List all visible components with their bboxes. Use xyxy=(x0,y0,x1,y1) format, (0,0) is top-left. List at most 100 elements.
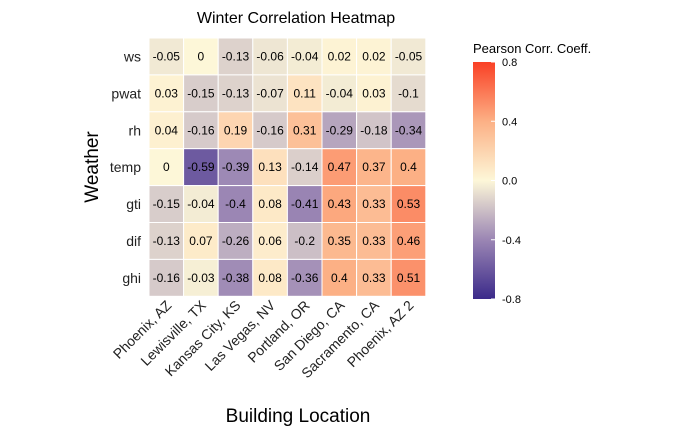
cell-value-label: -0.59 xyxy=(187,160,215,174)
cell-value-label: 0.08 xyxy=(258,197,282,211)
cell-value-label: -0.15 xyxy=(153,197,181,211)
cell-value-label: -0.05 xyxy=(153,49,181,63)
heatmap-cell xyxy=(183,37,219,76)
cell-value-label: -0.16 xyxy=(153,271,181,285)
cell-value-label: -0.04 xyxy=(326,86,354,100)
cell-value-label: 0.02 xyxy=(362,49,386,63)
cell-value-label: -0.18 xyxy=(360,123,388,137)
cell-value-label: 0 xyxy=(163,160,170,174)
heatmap-cell xyxy=(390,37,427,76)
heatmap-cell xyxy=(183,222,219,260)
heatmap-cell xyxy=(286,258,323,297)
heatmap-cell xyxy=(148,258,185,297)
heatmap-cell xyxy=(286,148,323,187)
cell-value-label: 0.08 xyxy=(258,271,282,285)
cell-value-label: 0.19 xyxy=(224,123,248,137)
heatmap-cell xyxy=(252,185,288,224)
cell-value-label: 0.04 xyxy=(155,123,179,137)
heatmap-cell xyxy=(356,222,392,260)
chart-title: Winter Correlation Heatmap xyxy=(197,10,395,27)
cell-value-label: 0.33 xyxy=(362,234,386,248)
cell-value-label: 0.51 xyxy=(397,271,421,285)
cell-value-label: 0 xyxy=(198,49,205,63)
y-tick-label: gti xyxy=(126,196,141,212)
cell-value-label: -0.1 xyxy=(398,86,419,100)
cell-value-label: -0.04 xyxy=(187,197,215,211)
heatmap-cell xyxy=(148,111,185,150)
cell-value-label: 0.07 xyxy=(189,234,213,248)
cell-value-label: 0.03 xyxy=(155,86,179,100)
legend-tick-label: -0.4 xyxy=(502,235,521,247)
heatmap-cell xyxy=(183,111,219,150)
cell-value-label: -0.14 xyxy=(291,160,319,174)
y-tick-label: pwat xyxy=(111,85,141,101)
cell-value-label: -0.34 xyxy=(395,123,423,137)
y-tick-label: temp xyxy=(110,159,141,175)
heatmap-cell xyxy=(390,111,427,150)
heatmap-cell xyxy=(217,148,254,187)
y-axis-title: Weather xyxy=(82,131,103,203)
legend-tick-label: 0.4 xyxy=(502,116,517,128)
cell-value-label: -0.13 xyxy=(222,49,250,63)
cell-value-label: -0.03 xyxy=(187,271,215,285)
cell-value-label: 0.43 xyxy=(328,197,352,211)
heatmap-cell xyxy=(252,111,288,150)
heatmap-cell xyxy=(183,74,219,113)
heatmap-cell xyxy=(321,37,358,76)
heatmap-cell xyxy=(217,111,254,150)
heatmap-cell-labels: -0.05 0 -0.13 -0.06 -0.04 0.02 0.02 -0.05 0.03 -0… xyxy=(153,49,423,284)
cell-value-label: 0.4 xyxy=(400,160,417,174)
cell-value-label: -0.2 xyxy=(294,234,315,248)
cell-value-label: 0.33 xyxy=(362,271,386,285)
cell-value-label: -0.39 xyxy=(222,160,250,174)
y-tick-label: rh xyxy=(129,122,141,138)
cell-value-label: -0.04 xyxy=(291,49,319,63)
cell-value-label: -0.16 xyxy=(256,123,284,137)
heatmap-cell xyxy=(321,222,358,260)
cell-value-label: -0.16 xyxy=(187,123,215,137)
cell-value-label: 0.33 xyxy=(362,197,386,211)
legend-title: Pearson Corr. Coeff. xyxy=(473,41,591,56)
cell-value-label: 0.35 xyxy=(328,234,352,248)
cell-value-label: -0.06 xyxy=(256,49,284,63)
heatmap-cell xyxy=(286,185,323,224)
cell-value-label: 0.06 xyxy=(258,234,282,248)
heatmap-cell xyxy=(148,37,185,76)
y-axis-ticks: ws pwat rh temp gti dif ghi xyxy=(110,48,141,285)
heatmap-cell xyxy=(321,111,358,150)
cell-value-label: 0.11 xyxy=(293,86,316,100)
cell-value-label: 0.03 xyxy=(362,86,386,100)
cell-value-label: 0.47 xyxy=(328,160,352,174)
legend-ticks: 0.8 0.4 0.0 -0.4 -0.8 xyxy=(491,57,521,306)
cell-value-label: 0.46 xyxy=(397,234,421,248)
legend-tick-label: 0.8 xyxy=(502,57,517,69)
heatmap-cell xyxy=(390,74,427,113)
heatmap-cell xyxy=(321,258,358,297)
heatmap-cell xyxy=(252,74,288,113)
heatmap-cell xyxy=(356,148,392,187)
cell-value-label: 0.02 xyxy=(328,49,352,63)
y-tick-label: ghi xyxy=(122,270,141,286)
cell-value-label: -0.13 xyxy=(222,86,250,100)
heatmap-cell xyxy=(286,222,323,260)
cell-value-label: -0.26 xyxy=(222,234,250,248)
heatmap-cell xyxy=(356,258,392,297)
heatmap-cell xyxy=(217,258,254,297)
heatmap-cell xyxy=(183,258,219,297)
heatmap-cell xyxy=(321,74,358,113)
cell-value-label: -0.07 xyxy=(256,86,284,100)
heatmap-cell xyxy=(286,111,323,150)
cell-value-label: -0.38 xyxy=(222,271,250,285)
cell-value-label: 0.31 xyxy=(293,123,317,137)
heatmap-cell xyxy=(356,111,392,150)
y-tick-label: ws xyxy=(123,48,141,64)
heatmap-cell xyxy=(252,148,288,187)
color-legend: 0.8 0.4 0.0 -0.4 -0.8 Pearson Corr. Coeff. xyxy=(473,41,591,306)
heatmap-cells xyxy=(148,37,427,297)
cell-value-label: -0.15 xyxy=(187,86,215,100)
cell-value-label: -0.13 xyxy=(153,234,181,248)
cell-value-label: 0.53 xyxy=(397,197,421,211)
x-axis-title: Building Location xyxy=(226,406,371,427)
